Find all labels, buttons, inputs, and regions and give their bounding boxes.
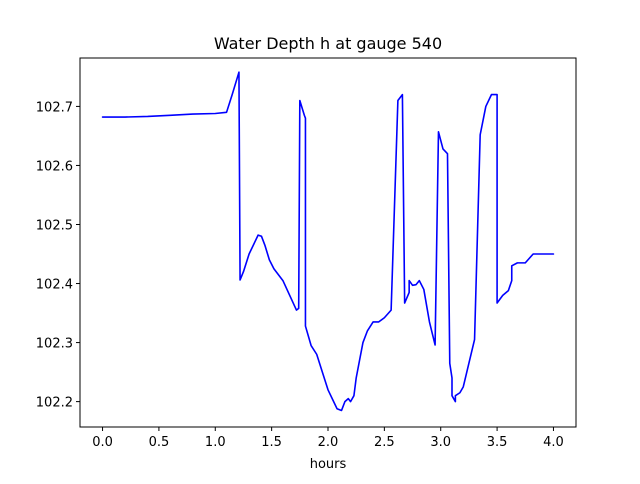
x-tick-label: 3.5	[487, 435, 508, 450]
x-tick-label: 1.5	[261, 435, 282, 450]
chart-title: Water Depth h at gauge 540	[214, 34, 442, 53]
y-tick-label: 102.3	[36, 337, 73, 352]
y-tick-label: 102.2	[36, 396, 73, 411]
y-tick-label: 102.7	[36, 100, 73, 115]
x-tick-label: 2.5	[374, 435, 395, 450]
x-tick-label: 2.0	[318, 435, 339, 450]
x-tick-label: 4.0	[543, 435, 564, 450]
series-line-1	[101, 71, 555, 412]
y-tick-label: 102.4	[36, 278, 73, 293]
x-tick-label: 0.5	[149, 435, 170, 450]
y-tick-label: 102.6	[36, 159, 73, 174]
series-layer	[101, 71, 555, 412]
x-tick-label: 0.0	[92, 435, 113, 450]
x-tick-label: 3.0	[430, 435, 451, 450]
x-tick-label: 1.0	[205, 435, 226, 450]
axis-ticks: 0.0 0.5 1.0 1.5 2.0 2.5 3.0 3.5 4.0 102.2 102.3 102…	[36, 100, 564, 450]
plot-frame	[79, 57, 577, 428]
y-tick-label: 102.5	[36, 218, 73, 233]
x-axis-label: hours	[310, 457, 347, 472]
